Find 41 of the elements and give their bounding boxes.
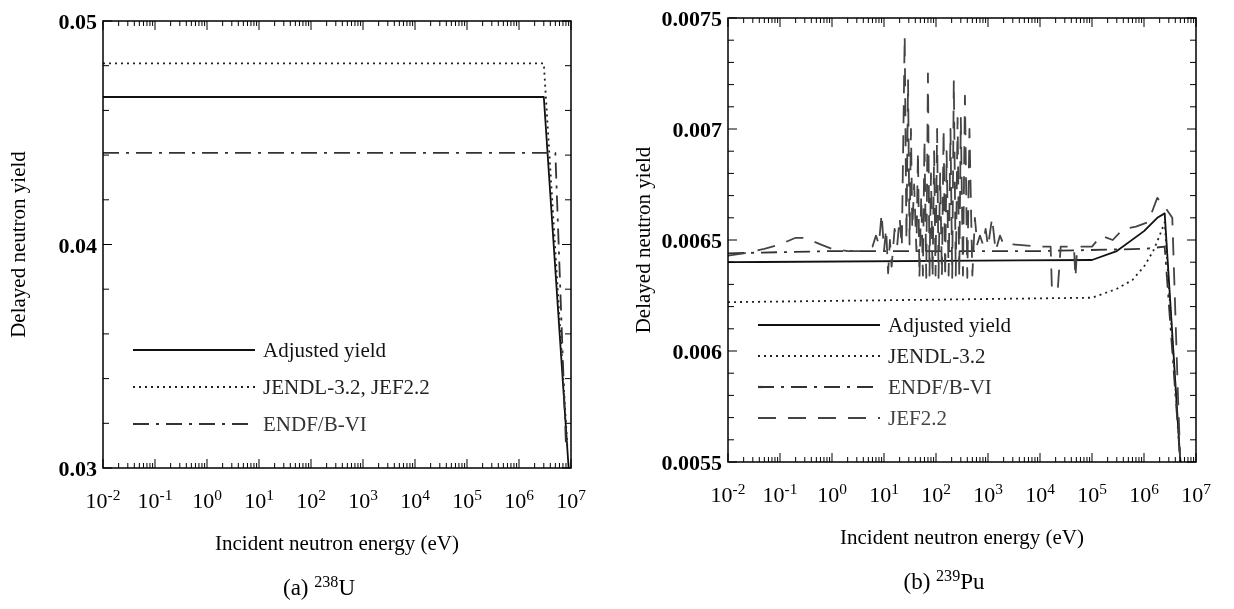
x-tick-label: 10$^{-1}$ bbox=[137, 485, 173, 513]
x-tick-label: 10$^{7}$ bbox=[1181, 479, 1212, 507]
y-tick-label: 0.03 bbox=[58, 456, 97, 481]
y-tick-label: 0.05 bbox=[58, 9, 97, 34]
y-tick-label: 0.006 bbox=[672, 339, 722, 364]
x-tick-label: 10$^{3}$ bbox=[973, 479, 1004, 507]
text: (b) $^{239}$Pu bbox=[903, 566, 985, 594]
text: ENDF/B-VI bbox=[888, 375, 992, 399]
text: Adjusted yield bbox=[888, 313, 1012, 337]
x-tick-label: 10$^{4}$ bbox=[1025, 479, 1056, 507]
x-tick-label: 10$^{7}$ bbox=[556, 485, 587, 513]
text: JEF2.2 bbox=[888, 406, 947, 430]
x-tick-label: 10$^{1}$ bbox=[244, 485, 274, 513]
x-tick-label: 10$^{-1}$ bbox=[762, 479, 798, 507]
text: (a) $^{238}$U bbox=[282, 572, 356, 600]
x-tick-label: 10$^{-2}$ bbox=[710, 479, 746, 507]
x-tick-label: 10$^{2}$ bbox=[296, 485, 326, 513]
x-tick-label: 10$^{5}$ bbox=[1077, 479, 1108, 507]
x-tick-label: 10$^{1}$ bbox=[869, 479, 899, 507]
x-tick-label: 10$^{2}$ bbox=[921, 479, 951, 507]
x-tick-label: 10$^{5}$ bbox=[452, 485, 483, 513]
x-tick-label: 10$^{-2}$ bbox=[85, 485, 121, 513]
x-axis-title: Incident neutron energy (eV) bbox=[840, 525, 1084, 549]
text: JENDL-3.2 bbox=[888, 344, 986, 368]
x-tick-label: 10$^{0}$ bbox=[192, 485, 223, 513]
x-tick-label: 10$^{6}$ bbox=[1129, 479, 1160, 507]
y-axis-title: Delayed neutron yield bbox=[631, 146, 655, 334]
y-tick-label: 0.007 bbox=[672, 117, 722, 142]
y-axis-title: Delayed neutron yield bbox=[6, 150, 30, 338]
text: ENDF/B-VI bbox=[263, 412, 367, 436]
x-tick-label: 10$^{3}$ bbox=[348, 485, 379, 513]
y-tick-label: 0.0065 bbox=[661, 228, 722, 253]
x-tick-label: 10$^{6}$ bbox=[504, 485, 535, 513]
text: Adjusted yield bbox=[263, 338, 387, 362]
y-tick-label: 0.04 bbox=[58, 232, 97, 258]
x-tick-label: 10$^{0}$ bbox=[817, 479, 848, 507]
y-tick-label: 0.0075 bbox=[661, 6, 722, 31]
x-axis-title: Incident neutron energy (eV) bbox=[215, 531, 459, 555]
y-tick-label: 0.0055 bbox=[661, 450, 722, 475]
x-tick-label: 10$^{4}$ bbox=[400, 485, 431, 513]
text: JENDL-3.2, JEF2.2 bbox=[263, 375, 430, 399]
